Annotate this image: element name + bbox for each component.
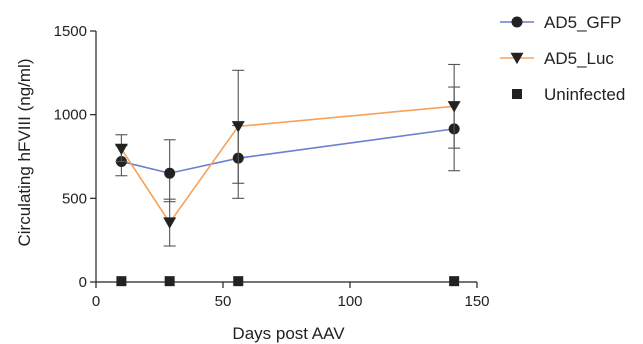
plot-area — [114, 63, 461, 287]
legend-item-ad5-luc: AD5_Luc — [500, 49, 614, 68]
x-tick-label: 100 — [337, 293, 362, 310]
y-axis-label: Circulating hFVIII (ng/ml) — [15, 59, 34, 247]
series-ad5-luc — [114, 63, 461, 247]
y-tick-label: 0 — [79, 274, 87, 291]
series-line-ad5-gfp — [121, 128, 455, 175]
y-tick-label: 500 — [62, 190, 87, 207]
legend-item-ad5-gfp: AD5_GFP — [500, 13, 621, 32]
legend-marker — [510, 52, 524, 65]
error-bar — [232, 69, 245, 199]
legend: AD5_GFP AD5_Luc Uninfected — [500, 13, 625, 104]
legend-item-uninfected: Uninfected — [512, 85, 625, 104]
x-tick-label: 50 — [215, 293, 232, 310]
data-point-ad5-luc — [163, 217, 177, 229]
legend-marker — [511, 16, 523, 28]
axes — [95, 31, 477, 283]
legend-label: AD5_GFP — [544, 13, 621, 32]
x-tick-label: 0 — [92, 293, 100, 310]
y-tick-label: 1000 — [54, 107, 87, 124]
x-tick-label: 150 — [464, 293, 489, 310]
data-point-uninfected — [449, 276, 460, 287]
legend-label: Uninfected — [544, 85, 625, 104]
data-point-ad5-gfp — [164, 167, 176, 179]
series-line-ad5-luc — [120, 105, 455, 225]
data-point-ad5-luc — [231, 121, 245, 133]
data-point-uninfected — [116, 276, 127, 287]
legend-label: AD5_Luc — [544, 49, 614, 68]
series-ad5-gfp — [115, 86, 461, 203]
data-point-uninfected — [164, 276, 175, 287]
data-point-uninfected — [233, 276, 244, 287]
data-point-ad5-luc — [114, 143, 128, 156]
y-ticks: 0 500 1000 1500 — [54, 23, 96, 291]
series-uninfected — [116, 276, 460, 287]
x-ticks: 0 50 100 150 — [92, 282, 490, 310]
data-point-ad5-luc — [447, 101, 461, 113]
y-tick-label: 1500 — [54, 23, 87, 40]
legend-marker — [512, 89, 522, 99]
x-axis-label: Days post AAV — [232, 324, 345, 343]
